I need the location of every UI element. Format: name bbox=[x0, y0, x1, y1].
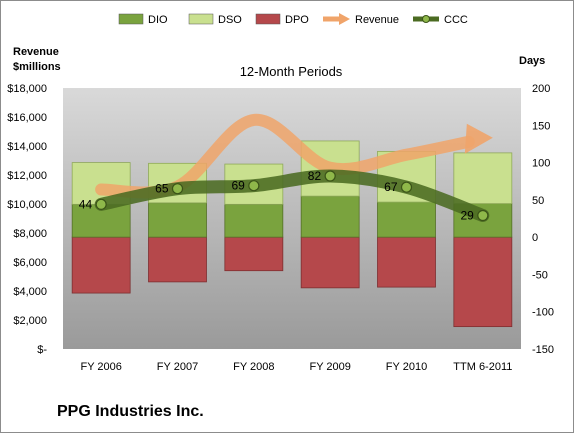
category-label: FY 2010 bbox=[386, 361, 427, 373]
ccc-value-label: 69 bbox=[231, 179, 245, 193]
category-label: FY 2006 bbox=[80, 361, 121, 373]
legend-swatch bbox=[188, 13, 214, 25]
right-tick-label: 100 bbox=[532, 158, 550, 170]
legend-item-ccc: CCC bbox=[413, 14, 468, 26]
ccc-value-label: 67 bbox=[384, 180, 398, 194]
left-tick-label: $16,000 bbox=[7, 112, 47, 124]
bar-dio bbox=[377, 201, 436, 238]
right-tick-label: 50 bbox=[532, 195, 544, 207]
legend-item-dio: DIO bbox=[118, 13, 168, 26]
ccc-marker bbox=[400, 181, 413, 193]
left-axis-label-line1: Revenue bbox=[13, 46, 59, 58]
ccc-marker bbox=[95, 198, 107, 210]
right-axis: 200 150 100 50 0 -50 -100 -150 bbox=[532, 83, 554, 356]
bar-dpo bbox=[300, 236, 360, 289]
left-tick-label: $4,000 bbox=[13, 286, 47, 298]
bar-dio bbox=[224, 203, 284, 238]
left-axis: $18,000 $16,000 $14,000 $12,000 $10,000 $8,00… bbox=[7, 83, 47, 356]
ccc-value-label: 44 bbox=[79, 197, 93, 211]
bar-dpo bbox=[377, 236, 436, 288]
legend-item-dso: DSO bbox=[188, 13, 242, 26]
legend: DIO DSO DPO Revenue CCC bbox=[118, 13, 468, 26]
legend-arrow-head bbox=[339, 13, 350, 25]
x-axis: FY 2006 FY 2007 FY 2008 FY 2009 FY 2010 TTM 6… bbox=[80, 361, 512, 373]
plot-area bbox=[63, 88, 521, 349]
left-tick-label: $18,000 bbox=[7, 83, 47, 95]
bar-dio bbox=[300, 195, 360, 238]
ccc-marker bbox=[248, 180, 260, 192]
category-label: FY 2007 bbox=[157, 361, 198, 373]
bar-dpo bbox=[148, 236, 207, 283]
left-tick-label: $12,000 bbox=[7, 170, 47, 182]
bars-layer bbox=[71, 140, 513, 328]
left-tick-label: $6,000 bbox=[13, 257, 47, 269]
right-tick-label: -100 bbox=[532, 307, 554, 319]
bar-dio bbox=[148, 202, 207, 238]
left-tick-label: $14,000 bbox=[7, 141, 47, 153]
bar-dpo bbox=[71, 236, 131, 294]
left-tick-label: $- bbox=[37, 344, 47, 356]
bar-dpo bbox=[224, 236, 284, 272]
category-label: TTM 6-2011 bbox=[453, 361, 512, 373]
legend-label: DPO bbox=[285, 14, 309, 26]
right-tick-label: -50 bbox=[532, 269, 548, 281]
ccc-value-label: 29 bbox=[460, 209, 474, 223]
ccc-marker bbox=[171, 183, 184, 195]
ccc-line bbox=[94, 169, 490, 223]
left-tick-label: $8,000 bbox=[13, 228, 47, 240]
ccc-marker bbox=[477, 209, 489, 222]
left-tick-label: $10,000 bbox=[7, 199, 47, 211]
ccc-layer: 44 65 69 82 67 29 bbox=[79, 169, 490, 223]
legend-item-dpo: DPO bbox=[255, 13, 309, 26]
legend-label: DIO bbox=[148, 14, 168, 26]
right-axis-label: Days bbox=[519, 55, 545, 67]
legend-item-revenue: Revenue bbox=[323, 13, 399, 26]
right-tick-label: -150 bbox=[532, 344, 554, 356]
chart-title: 12-Month Periods bbox=[240, 64, 343, 79]
legend-swatch bbox=[118, 13, 144, 25]
legend-swatch bbox=[255, 13, 281, 25]
ccc-value-label: 82 bbox=[308, 169, 322, 183]
bar-dso bbox=[453, 152, 513, 204]
legend-label: DSO bbox=[218, 14, 242, 26]
right-tick-label: 200 bbox=[532, 83, 550, 95]
ccc-marker bbox=[324, 170, 336, 182]
bar-dpo bbox=[453, 236, 513, 328]
ccc-value-label: 65 bbox=[155, 182, 169, 196]
category-label: FY 2008 bbox=[233, 361, 274, 373]
category-label: FY 2009 bbox=[309, 361, 350, 373]
legend-label: CCC bbox=[444, 14, 468, 26]
right-tick-label: 150 bbox=[532, 120, 550, 132]
legend-marker bbox=[422, 15, 430, 23]
company-name: PPG Industries Inc. bbox=[57, 403, 204, 420]
right-tick-label: 0 bbox=[532, 232, 538, 244]
legend-label: Revenue bbox=[355, 14, 399, 26]
left-tick-label: $2,000 bbox=[13, 315, 47, 327]
left-axis-label-line2: $millions bbox=[13, 61, 61, 73]
revenue-arrowhead bbox=[464, 123, 493, 154]
